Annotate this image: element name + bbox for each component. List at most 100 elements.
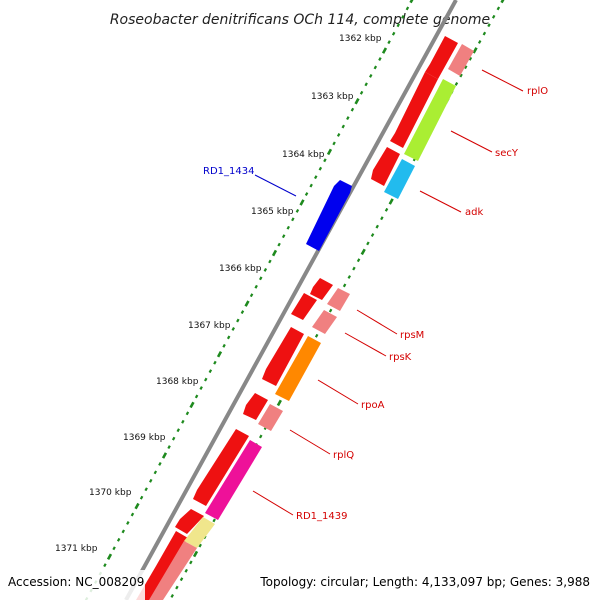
scale-dot xyxy=(167,445,171,450)
gene-RD1_1434[interactable] xyxy=(306,180,352,251)
scale-dot xyxy=(304,192,309,196)
scale-dot xyxy=(396,23,400,28)
scale-dot xyxy=(121,529,125,534)
scale-dot xyxy=(375,224,379,229)
scale-dot xyxy=(500,0,505,4)
tick-label: 1368 kbp xyxy=(156,377,199,387)
scale-dot xyxy=(213,360,217,365)
scale-dot xyxy=(286,225,290,230)
gene-rplO-inner[interactable] xyxy=(425,36,458,79)
gene-extra-3[interactable] xyxy=(136,531,188,600)
gene-label-RD1_1439[interactable]: RD1_1439 xyxy=(296,511,347,522)
scale-dot xyxy=(299,199,305,206)
gene-secY-outer[interactable] xyxy=(404,79,456,161)
scale-dot xyxy=(130,512,135,517)
gene-rpsK-inner[interactable] xyxy=(291,293,317,320)
scale-dot xyxy=(249,293,254,298)
scale-dot xyxy=(175,585,179,590)
scale-dot xyxy=(276,399,282,407)
gene-adk-outer[interactable] xyxy=(384,159,415,199)
gene-rplQ-inner[interactable] xyxy=(243,393,268,420)
tick-label: 1370 kbp xyxy=(89,488,132,498)
scale-dot xyxy=(204,377,208,382)
gene-RD1_1439-outer[interactable] xyxy=(205,440,262,520)
tick-label: 1369 kbp xyxy=(123,433,166,443)
gene-rpoA-inner[interactable] xyxy=(262,327,304,386)
scale-dot xyxy=(366,241,370,246)
scale-dot xyxy=(370,233,375,237)
gene-label-adk[interactable]: adk xyxy=(465,207,483,218)
scale-dot xyxy=(244,300,250,307)
gene-label-rpoA[interactable]: rpoA xyxy=(361,400,385,411)
tick-label: 1363 kbp xyxy=(311,92,354,102)
scale-dot xyxy=(171,436,176,441)
gene-rpsM-outer[interactable] xyxy=(327,288,350,311)
gene-label-rpsK[interactable]: rpsK xyxy=(389,352,412,363)
scale-dot xyxy=(134,502,140,510)
gene-label-secY[interactable]: secY xyxy=(495,148,519,159)
gene-label-rplQ[interactable]: rplQ xyxy=(333,450,354,461)
scale-dot xyxy=(468,56,473,61)
gene-extra-2[interactable] xyxy=(175,509,204,534)
scale-dot xyxy=(328,308,333,313)
scale-dot xyxy=(106,553,113,560)
scale-dot xyxy=(189,560,193,565)
gene-rpoA-outer[interactable] xyxy=(275,336,321,401)
scale-dot xyxy=(116,537,121,542)
gene-extra-1[interactable] xyxy=(193,429,249,506)
scale-dot xyxy=(189,401,195,409)
scale-dot xyxy=(378,57,382,61)
scale-dot xyxy=(103,563,107,568)
scale-dot xyxy=(347,275,352,279)
scale-dot xyxy=(384,207,389,212)
gene-label-rpsM[interactable]: rpsM xyxy=(400,330,424,341)
gene-rpsM-inner[interactable] xyxy=(310,278,333,300)
scale-dot xyxy=(281,234,286,239)
tick-label: 1371 kbp xyxy=(55,544,98,554)
scale-dot xyxy=(179,577,184,582)
gene-labels: rplO secY adk RD1_1434 rpsM rpsK rpoA rp… xyxy=(203,86,548,522)
scale-dot xyxy=(176,428,180,433)
scale-dot xyxy=(350,107,355,112)
scale-dot xyxy=(216,351,223,358)
scale-dot xyxy=(401,14,405,19)
gene-adk-inner[interactable] xyxy=(371,147,400,186)
scale-dot xyxy=(326,148,333,156)
gene-rplO-outer[interactable] xyxy=(448,44,474,76)
scale-dot xyxy=(139,495,144,500)
tick-label: 1366 kbp xyxy=(219,264,262,274)
scale-dot xyxy=(360,248,366,256)
scale-dot xyxy=(314,333,319,338)
scale-dots-left xyxy=(84,0,414,600)
scale-dot xyxy=(184,568,188,573)
scale-dot xyxy=(409,0,414,4)
scale-dot xyxy=(158,462,162,466)
scale-dot xyxy=(487,23,491,28)
gene-label-RD1_1434[interactable]: RD1_1434 xyxy=(203,166,254,177)
scale-dot xyxy=(185,411,190,416)
gene-track-inner xyxy=(136,36,458,600)
gene-extra-pink[interactable] xyxy=(149,541,197,600)
tick-labels: 1362 kbp 1363 kbp 1364 kbp 1365 kbp 1366… xyxy=(55,34,382,554)
gene-rpsK-outer[interactable] xyxy=(312,310,337,334)
gene-extra-yellow[interactable] xyxy=(184,517,215,548)
scale-dot xyxy=(259,434,263,439)
genome-backbone xyxy=(124,0,458,600)
footer-bg-right xyxy=(255,570,600,600)
scale-dot xyxy=(277,242,281,247)
gene-label-rplO[interactable]: rplO xyxy=(527,86,548,97)
scale-dot xyxy=(199,386,203,390)
scale-dot xyxy=(454,82,459,86)
scale-dot xyxy=(369,73,373,78)
map-title: Roseobacter denitrificans OCh 114, compl… xyxy=(110,12,490,28)
scale-dot xyxy=(236,318,240,323)
scale-dot xyxy=(226,335,231,340)
scale-dot xyxy=(332,141,336,146)
scale-dot xyxy=(259,276,263,281)
scale-dot xyxy=(314,175,318,180)
gene-rplQ-outer[interactable] xyxy=(258,404,283,431)
scale-dot xyxy=(463,65,468,70)
footer-bg-left xyxy=(0,570,145,600)
scale-dot xyxy=(342,283,347,288)
gene-secY-inner[interactable] xyxy=(390,72,438,148)
